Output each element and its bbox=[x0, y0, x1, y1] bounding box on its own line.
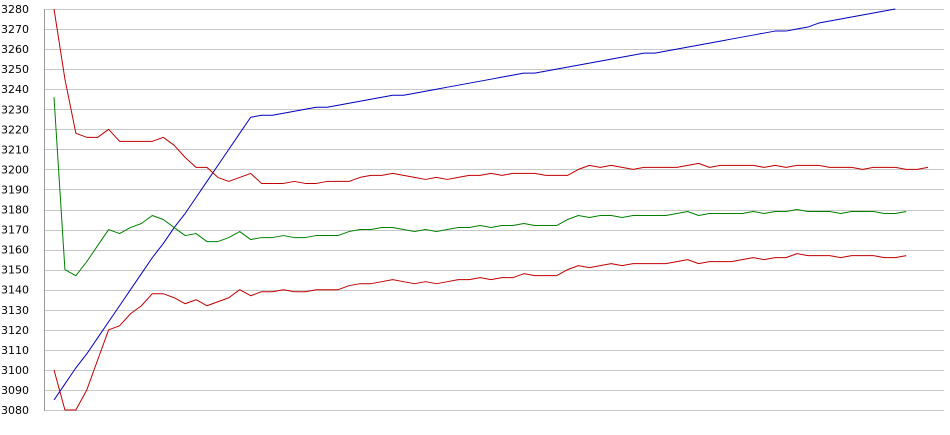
y-tick-label: 3080 bbox=[1, 404, 29, 417]
y-tick-label: 3210 bbox=[1, 143, 29, 156]
y-tick-label: 3200 bbox=[1, 163, 29, 176]
y-tick-label: 3090 bbox=[1, 384, 29, 397]
y-tick-label: 3120 bbox=[1, 324, 29, 337]
y-tick-label: 3250 bbox=[1, 63, 29, 76]
y-tick-label: 3160 bbox=[1, 244, 29, 257]
series-line-3 bbox=[53, 97, 907, 277]
y-tick-label: 3130 bbox=[1, 304, 29, 317]
series-line-4 bbox=[53, 253, 907, 411]
y-tick-label: 3260 bbox=[1, 43, 29, 56]
y-tick-label: 3110 bbox=[1, 344, 29, 357]
gridlines bbox=[44, 9, 944, 411]
y-tick-label: 3270 bbox=[1, 23, 29, 36]
series-line-1 bbox=[53, 8, 896, 401]
y-tick-label: 3140 bbox=[1, 284, 29, 297]
y-tick-label: 3100 bbox=[1, 364, 29, 377]
y-tick-label: 3280 bbox=[1, 3, 29, 16]
y-tick-label: 3180 bbox=[1, 204, 29, 217]
y-tick-label: 3240 bbox=[1, 83, 29, 96]
y-axis-tick-labels: 3080 3090 3100 3110 3120 3130 3140 3150 3160 3170… bbox=[1, 3, 29, 417]
y-tick-label: 3170 bbox=[1, 224, 29, 237]
y-tick-label: 3190 bbox=[1, 183, 29, 196]
y-tick-label: 3220 bbox=[1, 123, 29, 136]
series-lines bbox=[53, 8, 929, 411]
y-tick-label: 3150 bbox=[1, 264, 29, 277]
series-line-2 bbox=[53, 8, 929, 184]
y-tick-label: 3230 bbox=[1, 103, 29, 116]
